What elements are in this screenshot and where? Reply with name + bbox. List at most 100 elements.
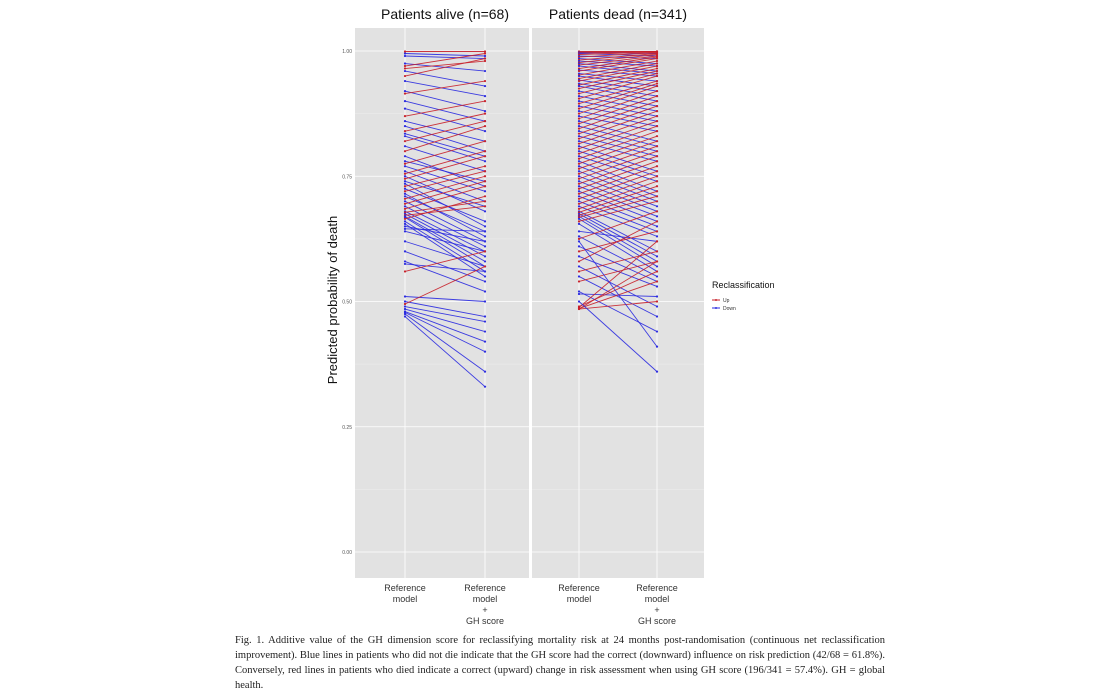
x-tick-label: GH score <box>638 616 676 626</box>
reclassification-line <box>578 155 658 182</box>
point-reference-gh <box>655 285 659 288</box>
reclassification-line <box>578 241 658 308</box>
point-reference <box>403 217 407 220</box>
point-reference-gh <box>655 130 659 133</box>
reclassification-line <box>578 125 658 155</box>
reclassification-line <box>578 260 658 282</box>
point-reference-gh <box>655 59 659 63</box>
reclassification-line <box>578 60 658 76</box>
point-reference <box>577 155 581 158</box>
point-reference <box>403 74 407 78</box>
point-reference-gh <box>655 72 659 75</box>
reclassification-line <box>578 170 658 200</box>
point-reference <box>577 265 581 268</box>
reclassification-line <box>404 53 486 67</box>
point-reference <box>403 107 407 110</box>
point-reference <box>577 300 581 303</box>
point-reference <box>403 240 407 243</box>
reclassification-line <box>404 170 486 202</box>
reclassification-line <box>578 145 658 175</box>
reclassification-line <box>404 200 486 242</box>
reclassification-line <box>578 180 658 210</box>
x-tick-label: Reference <box>558 583 600 593</box>
reclassification-line <box>578 140 658 170</box>
point-reference <box>403 260 407 263</box>
point-reference <box>577 87 581 90</box>
point-reference-gh <box>483 175 487 178</box>
point-reference-gh <box>483 140 487 143</box>
reclassification-line <box>578 58 658 72</box>
reclassification-line <box>404 213 486 257</box>
point-reference <box>577 79 581 83</box>
point-reference-gh <box>655 170 659 173</box>
point-reference <box>577 67 581 70</box>
reclassification-line <box>578 241 658 347</box>
point-reference <box>577 160 581 163</box>
point-reference-gh <box>483 210 487 213</box>
point-reference-gh <box>483 155 487 158</box>
reclassification-line <box>404 180 486 205</box>
reclassification-line <box>578 250 658 272</box>
reclassification-line <box>578 100 658 117</box>
point-reference <box>577 170 581 173</box>
point-reference <box>577 107 581 110</box>
point-reference <box>403 230 407 233</box>
point-reference-gh <box>483 130 487 133</box>
point-reference <box>403 160 407 163</box>
reclassification-line <box>578 155 658 185</box>
point-reference <box>577 165 581 168</box>
point-reference-gh <box>655 265 659 268</box>
panel-background <box>355 28 529 578</box>
point-reference-gh <box>655 200 659 203</box>
point-reference <box>577 250 581 253</box>
reclassification-line <box>578 83 658 110</box>
point-reference-gh <box>655 55 659 59</box>
x-tick-label: model <box>567 594 592 604</box>
point-reference-gh <box>655 57 659 60</box>
point-reference <box>403 182 407 185</box>
reclassification-line <box>404 170 486 192</box>
point-reference <box>403 155 407 158</box>
reclassification-line <box>404 100 486 117</box>
point-reference-gh <box>483 290 487 293</box>
point-reference <box>577 212 581 215</box>
point-reference <box>403 135 407 138</box>
reclassification-line <box>578 301 658 310</box>
point-reference-gh <box>655 64 659 68</box>
point-reference-gh <box>655 270 659 273</box>
reclassification-line <box>578 175 658 205</box>
point-reference <box>577 185 581 188</box>
point-reference <box>403 89 407 93</box>
point-reference-gh <box>483 265 487 268</box>
point-reference <box>403 211 407 214</box>
panel-alive <box>355 28 529 578</box>
point-reference-gh <box>655 210 659 213</box>
reclassification-line <box>404 160 486 182</box>
point-reference <box>403 170 407 173</box>
point-reference-gh <box>483 160 487 163</box>
reclassification-line <box>404 80 486 97</box>
reclassification-line <box>578 220 658 262</box>
point-reference <box>403 311 407 314</box>
point-reference <box>403 177 407 180</box>
point-reference <box>403 212 407 215</box>
point-reference-gh <box>655 280 659 283</box>
point-reference <box>577 222 581 225</box>
reclassification-line <box>404 55 486 59</box>
point-reference <box>403 312 407 316</box>
reclassification-line <box>578 73 658 95</box>
point-reference-gh <box>483 94 487 98</box>
point-reference <box>577 190 581 193</box>
point-reference-gh <box>655 105 659 108</box>
legend-label-down: Down <box>723 306 736 312</box>
point-reference <box>577 220 581 223</box>
point-reference <box>577 157 581 160</box>
point-reference <box>577 307 581 311</box>
point-reference-gh <box>483 225 487 228</box>
point-reference-gh <box>483 255 487 258</box>
reclassification-line <box>578 230 658 242</box>
reclassification-line <box>578 165 658 197</box>
point-reference <box>577 275 581 278</box>
point-reference <box>577 62 581 65</box>
point-reference-gh <box>483 280 487 283</box>
